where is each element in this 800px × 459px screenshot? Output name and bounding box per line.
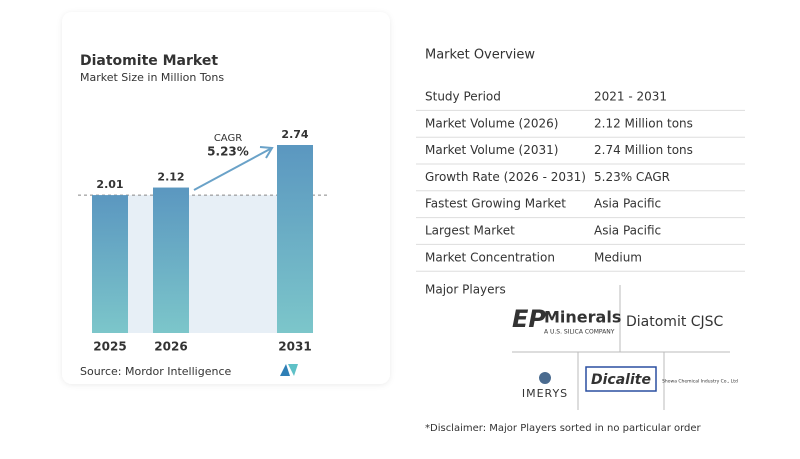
- shaded-region: [128, 195, 277, 333]
- row-label: Largest Market: [425, 224, 515, 238]
- row-value: 5.23% CAGR: [594, 170, 670, 184]
- x-tick-label: 2031: [278, 340, 311, 354]
- row-label: Growth Rate (2026 - 2031): [425, 170, 586, 184]
- disclaimer: *Disclaimer: Major Players sorted in no …: [425, 423, 702, 434]
- source: Source: Mordor Intelligence: [80, 365, 231, 378]
- cagr-arrow: [193, 148, 271, 191]
- bar: [153, 187, 189, 333]
- imerys-logo: IMERYS: [522, 387, 568, 400]
- chart-title: Diatomite Market: [80, 53, 218, 69]
- bar: [277, 145, 313, 333]
- x-tick-label: 2026: [154, 340, 187, 354]
- value-label: 2.01: [96, 178, 123, 191]
- brand-logo: [280, 364, 298, 376]
- cagr-arrowhead: [259, 146, 274, 159]
- row-value: 2.74 Million tons: [594, 143, 693, 157]
- ep-logo-name: Minerals: [544, 308, 621, 327]
- row-label: Market Volume (2026): [425, 116, 558, 130]
- players-heading: Major Players: [425, 283, 506, 297]
- chart-subtitle: Market Size in Million Tons: [80, 71, 224, 84]
- row-value: Asia Pacific: [594, 197, 661, 211]
- ep-logo-sub: A U.S. SILICA COMPANY: [544, 329, 615, 336]
- bar: [92, 195, 128, 333]
- cagr-value: 5.23%: [207, 145, 249, 159]
- row-label: Fastest Growing Market: [425, 197, 566, 211]
- ep-logo: EP: [512, 305, 546, 333]
- imerys-icon: [539, 372, 551, 384]
- dicalite-logo: Dicalite: [591, 372, 651, 388]
- players-grid: [512, 285, 730, 410]
- dicalite-box: [585, 366, 657, 392]
- value-label: 2.12: [157, 171, 184, 184]
- row-value: Asia Pacific: [594, 224, 661, 238]
- overview-heading: Market Overview: [425, 48, 535, 63]
- row-label: Market Volume (2031): [425, 143, 558, 157]
- row-value: Medium: [594, 250, 642, 264]
- row-label: Study Period: [425, 90, 501, 104]
- row-label: Market Concentration: [425, 250, 555, 264]
- value-label: 2.74: [281, 128, 308, 141]
- row-value: 2021 - 2031: [594, 90, 667, 104]
- cagr-label: CAGR: [214, 133, 242, 144]
- diatomit-logo: Diatomit CJSC: [626, 314, 724, 330]
- row-value: 2.12 Million tons: [594, 116, 693, 130]
- showa-logo: Showa Chemical Industry Co., Ltd: [662, 379, 738, 385]
- x-tick-label: 2025: [93, 340, 126, 354]
